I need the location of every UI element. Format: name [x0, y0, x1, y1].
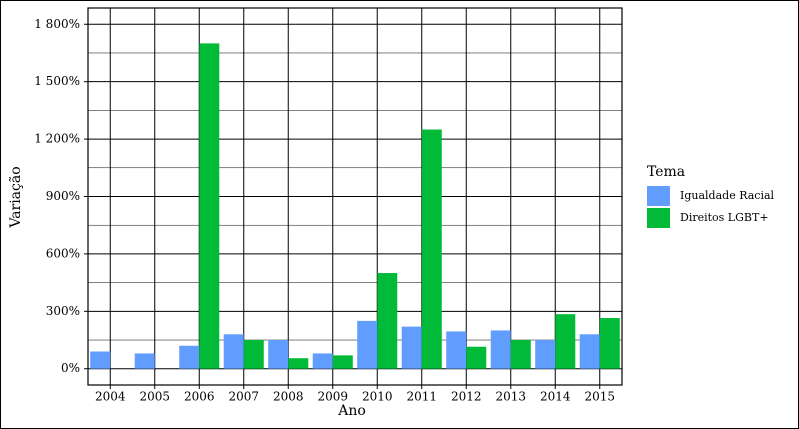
y-tick-label: 300% — [46, 304, 80, 318]
x-tick-label: 2013 — [495, 390, 526, 404]
x-tick-label: 2011 — [406, 390, 437, 404]
x-tick-label: 2009 — [317, 390, 348, 404]
x-tick-label: 2005 — [139, 390, 170, 404]
x-tick-label: 2010 — [362, 390, 393, 404]
bar — [199, 43, 220, 369]
x-tick-label: 2006 — [184, 390, 215, 404]
bar — [599, 318, 620, 369]
bar — [466, 346, 487, 369]
x-tick-label: 2008 — [273, 390, 304, 404]
y-tick-label: 0% — [61, 361, 80, 375]
bar — [579, 334, 600, 369]
legend-key — [647, 208, 670, 228]
bar — [446, 331, 467, 369]
x-tick-label: 2007 — [228, 390, 259, 404]
legend-label: Direitos LGBT+ — [680, 211, 769, 224]
bar — [288, 358, 309, 369]
y-tick-label: 900% — [46, 189, 80, 203]
legend-key — [647, 186, 670, 206]
bar — [555, 314, 576, 369]
y-tick-label: 1 800% — [34, 17, 80, 31]
bar — [134, 353, 155, 369]
bar — [332, 355, 353, 369]
bar — [179, 345, 200, 369]
x-tick-label: 2004 — [95, 390, 126, 404]
bar — [510, 340, 531, 369]
bar — [223, 334, 244, 369]
y-axis-label: Variação — [8, 166, 24, 228]
bar — [312, 353, 333, 369]
bar — [535, 340, 556, 369]
bar — [490, 330, 511, 369]
x-tick-label: 2015 — [584, 390, 615, 404]
bar — [90, 351, 111, 369]
plot-area — [88, 8, 622, 385]
bar — [357, 320, 378, 369]
y-tick-label: 1 500% — [34, 74, 80, 88]
y-tick-label: 600% — [46, 246, 80, 260]
bar — [401, 326, 422, 369]
bar — [268, 340, 289, 369]
x-tick-label: 2014 — [540, 390, 571, 404]
legend-label: Igualdade Racial — [680, 189, 775, 202]
bar — [421, 129, 442, 369]
bar — [377, 273, 398, 369]
x-axis-label: Ano — [337, 403, 366, 419]
bar — [243, 340, 264, 369]
legend-title: Tema — [647, 164, 685, 180]
x-tick-label: 2012 — [451, 390, 482, 404]
y-tick-label: 1 200% — [34, 132, 80, 146]
